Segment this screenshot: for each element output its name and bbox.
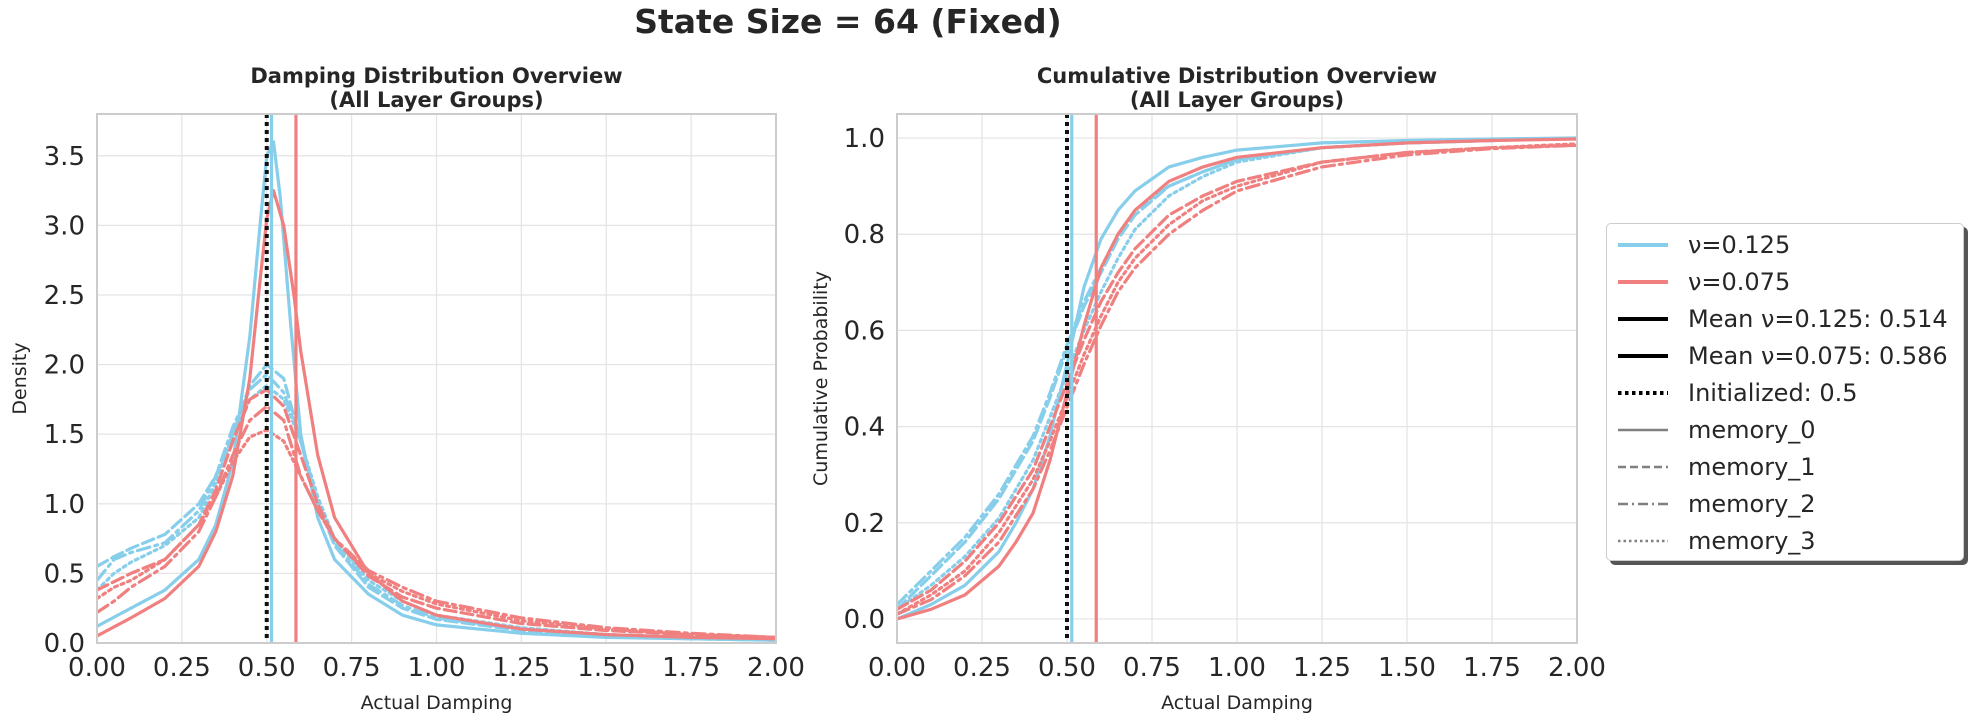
legend-label: Mean ν=0.125: 0.514 [1688,305,1948,334]
series-line [97,404,776,640]
legend-label: ν=0.075 [1688,268,1791,297]
y-tick-label: 0.5 [44,559,85,589]
legend-item: memory_0 [1617,411,1953,448]
series-line [897,143,1577,616]
chart-1: 0.00 0.25 0.50 0.75 1.00 1.25 1.50 1.75 2.00 0.0 0… [9,64,805,714]
legend-label: memory_2 [1688,489,1816,518]
figure-suptitle: State Size = 64 (Fixed) [634,2,1062,41]
x-axis-label: Actual Damping [361,692,513,714]
x-tick-label: 0.00 [68,653,126,683]
chart-title: Damping Distribution Overview [250,64,622,88]
legend-swatch [1618,465,1668,469]
legend-item: ν=0.125 [1617,227,1953,264]
y-tick-label: 0.8 [844,220,885,250]
legend-swatch [1618,391,1668,395]
series-line [897,142,1577,616]
x-tick-label: 1.25 [1293,653,1351,683]
y-axis-label: Cumulative Probability [810,271,832,486]
x-tick-label: 0.25 [953,653,1011,683]
y-tick-label: 0.0 [844,605,885,635]
x-tick-label: 1.50 [577,653,635,683]
chart-subtitle: (All Layer Groups) [329,88,543,112]
x-tick-label: 0.50 [1038,653,1096,683]
x-tick-label: 2.00 [1548,653,1606,683]
x-tick-label: 2.00 [747,653,805,683]
x-tick-label: 0.00 [868,653,926,683]
y-tick-label: 0.6 [844,316,885,346]
legend-item: memory_1 [1617,448,1953,485]
series-line [97,189,776,641]
x-tick-label: 1.75 [662,653,720,683]
legend-item: memory_2 [1617,485,1953,522]
y-axis-label: Density [9,342,31,414]
legend-label: memory_1 [1688,452,1816,481]
plot-area [97,114,776,643]
legend-swatch [1618,354,1668,359]
legend: ν=0.125 ν=0.075 Mean ν=0.125: 0.514 Mean ν=… [1606,223,1964,561]
y-tick-label: 1.0 [844,124,885,154]
y-tick-label: 2.5 [44,281,85,311]
x-tick-label: 0.75 [323,653,381,683]
x-tick-label: 1.50 [1378,653,1436,683]
x-tick-label: 0.50 [238,653,296,683]
chart-title: Cumulative Distribution Overview [1037,64,1437,88]
x-tick-label: 0.25 [153,653,211,683]
legend-label: Mean ν=0.075: 0.586 [1688,342,1948,371]
y-tick-label: 0.2 [844,509,885,539]
series-line [897,137,1577,621]
y-tick-label: 1.0 [44,490,85,520]
chart-subtitle: (All Layer Groups) [1130,88,1344,112]
legend-swatch [1618,539,1668,542]
legend-swatch [1618,502,1668,505]
series-line [97,140,776,642]
x-tick-label: 1.25 [492,653,550,683]
legend-item: Mean ν=0.125: 0.514 [1617,301,1953,338]
x-axis-label: Actual Damping [1161,692,1313,714]
y-tick-label: 3.0 [44,211,85,241]
axes-frame [96,113,777,644]
legend-label: ν=0.125 [1688,231,1791,260]
axes-frame [896,113,1578,644]
legend-swatch [1618,280,1668,285]
y-tick-label: 3.5 [44,142,85,172]
y-tick-label: 2.0 [44,351,85,381]
x-tick-label: 1.75 [1463,653,1521,683]
legend-item: Mean ν=0.075: 0.586 [1617,338,1953,375]
y-tick-label: 0.4 [844,413,885,443]
legend-label: memory_3 [1688,526,1816,555]
legend-label: memory_0 [1688,415,1816,444]
legend-label: Initialized: 0.5 [1688,379,1858,407]
legend-swatch [1618,243,1668,248]
legend-item: Initialized: 0.5 [1617,375,1953,412]
legend-swatch [1618,317,1668,322]
y-tick-label: 0.0 [44,629,85,659]
plot-area [897,114,1577,643]
x-tick-label: 1.00 [408,653,466,683]
legend-item: memory_3 [1617,522,1953,559]
chart-2: 0.00 0.25 0.50 0.75 1.00 1.25 1.50 1.75 2.00 0.0 0… [810,64,1606,714]
series-line [97,428,776,640]
legend-swatch [1618,428,1668,432]
x-tick-label: 1.00 [1208,653,1266,683]
series-line [97,363,776,642]
x-tick-label: 0.75 [1123,653,1181,683]
series-line [897,136,1577,621]
series-line [97,383,776,642]
legend-item: ν=0.075 [1617,264,1953,301]
y-tick-label: 1.5 [44,420,85,450]
